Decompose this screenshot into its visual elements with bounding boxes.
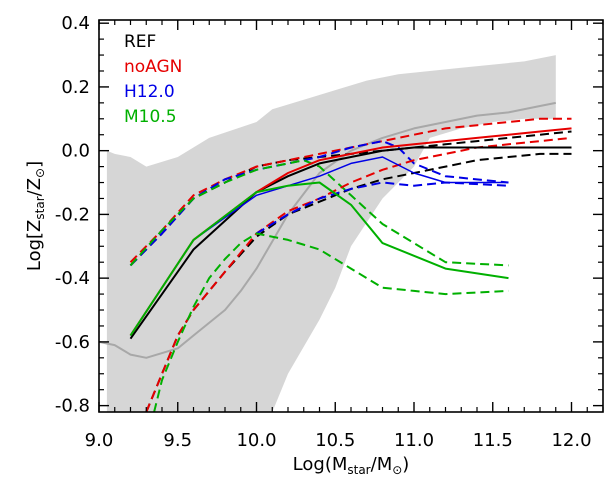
x-axis-label: Log(Mstar/M⊙) (293, 454, 410, 477)
y-tick-label: -0.2 (55, 204, 90, 225)
y-tick-label: 0.4 (61, 13, 90, 34)
y-axis-label-post: ] (24, 161, 45, 168)
y-tick-label: -0.8 (55, 396, 90, 417)
series-line-7 (255, 181, 509, 235)
y-tick-label: 0.0 (61, 141, 90, 162)
x-axis-label-mid: /M (371, 454, 393, 475)
x-axis-label-sym: ⊙ (392, 463, 402, 477)
legend: REF noAGN H12.0 M10.5 (124, 32, 182, 127)
y-axis-label-mid: /Z (24, 178, 45, 196)
series-line-12 (129, 181, 509, 337)
y-tick-label: 0.2 (61, 77, 90, 98)
y-tick-label: -0.6 (55, 332, 90, 353)
plot-area (99, 55, 572, 412)
x-tick-label: 11.5 (473, 430, 513, 451)
series-line-5 (145, 152, 572, 412)
x-tick-label: 11.0 (394, 430, 434, 451)
axis-ticks: 9.0 9.5 10.0 10.5 11.0 11.5 12.0 -0.8 -0.6 -0.4 -0… (55, 13, 604, 451)
y-tick-label: -0.4 (55, 268, 90, 289)
x-tick-label: 9.5 (163, 430, 192, 451)
x-tick-label: 9.0 (85, 430, 114, 451)
legend-entry-ref: REF (124, 32, 156, 52)
x-axis-label-post: ) (402, 454, 409, 475)
series-line-6 (145, 136, 572, 412)
scatter-band (106, 55, 556, 412)
x-tick-label: 10.5 (315, 430, 355, 451)
y-axis-label-sym: ⊙ (33, 168, 47, 178)
series-line-4 (129, 159, 509, 267)
x-axis-label-pre: Log(M (293, 454, 348, 475)
legend-entry-h12.0: H12.0 (124, 82, 175, 102)
legend-entry-m10.5: M10.5 (124, 107, 177, 127)
x-tick-label: 12.0 (551, 430, 591, 451)
x-tick-label: 10.0 (236, 430, 276, 451)
y-axis-label: Log[Zstar/Z⊙] (24, 161, 47, 271)
series-line-8 (153, 232, 509, 412)
y-axis-label-pre: Log[Z (24, 220, 45, 272)
legend-entry-noagn: noAGN (124, 57, 182, 77)
y-axis-label-sub: star (33, 196, 47, 219)
x-axis-label-sub: star (347, 463, 370, 477)
